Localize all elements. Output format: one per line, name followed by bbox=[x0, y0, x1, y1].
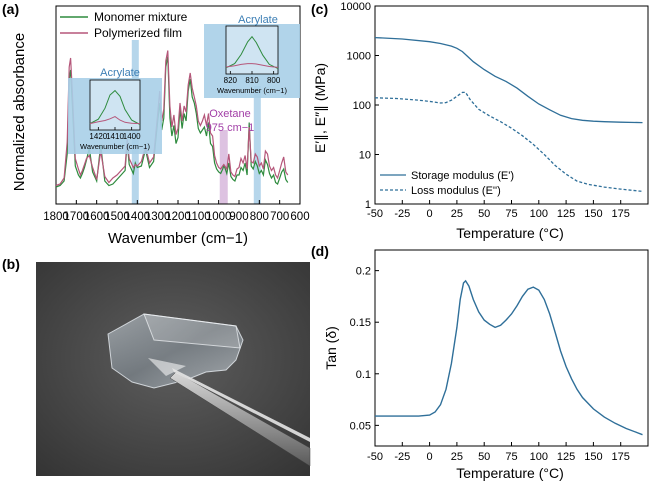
y-tick-label: 0.1 bbox=[356, 369, 371, 381]
x-tick-label: 25 bbox=[451, 451, 463, 463]
x-tick-label: 600 bbox=[290, 211, 309, 223]
film-photo bbox=[36, 262, 311, 476]
x-tick-label: 0 bbox=[427, 451, 433, 463]
film-fold bbox=[143, 313, 241, 349]
film-highlight bbox=[148, 358, 186, 376]
inset-tick-label: 1400 bbox=[123, 132, 141, 141]
y-tick-label: 10 bbox=[359, 150, 371, 162]
x-tick-label: 1300 bbox=[145, 211, 171, 223]
legend: Monomer mixture Polymerized film bbox=[60, 10, 188, 40]
y-tick-label: 0.15 bbox=[350, 317, 371, 329]
x-tick-label: 800 bbox=[250, 211, 269, 223]
storage-modulus-line bbox=[374, 36, 643, 124]
x-axis-label: Wavenumber (cm−1) bbox=[108, 230, 248, 247]
x-tick-label: 25 bbox=[451, 208, 463, 220]
y-tick-label: 0.2 bbox=[356, 266, 371, 278]
x-tick-label: 125 bbox=[557, 208, 575, 220]
legend-label: Monomer mixture bbox=[94, 10, 188, 24]
y-tick-label: 1 bbox=[365, 199, 371, 211]
tweezer bbox=[169, 371, 311, 467]
inset-x-label: Wavenumber (cm−1) bbox=[217, 86, 287, 95]
x-tick-label: 1400 bbox=[125, 211, 151, 223]
legend-label: Loss modulus (E'') bbox=[411, 185, 501, 197]
y-tick-label: 1000 bbox=[347, 51, 371, 63]
x-tick-label: 1700 bbox=[64, 211, 90, 223]
legend: Storage modulus (E') Loss modulus (E'') bbox=[380, 170, 514, 197]
inset-tick-label: 800 bbox=[267, 76, 281, 85]
inset-monomer-line bbox=[225, 35, 279, 70]
inset-monomer-line bbox=[89, 89, 141, 125]
x-tick-label: 1000 bbox=[206, 211, 232, 223]
annotation-oxetane: Oxetane bbox=[209, 108, 251, 120]
series-line-polymerized-film bbox=[55, 50, 289, 187]
inset-frame bbox=[89, 79, 141, 131]
x-tick-label: 100 bbox=[530, 208, 548, 220]
x-tick-label: -50 bbox=[367, 451, 383, 463]
x-tick-label: 50 bbox=[478, 208, 490, 220]
inset-tick-label: 1410 bbox=[106, 132, 124, 141]
modulus-chart: -50 -25 0 25 50 75 100 125 150 175 1 10 100 1000 1000… bbox=[312, 1, 649, 241]
tweezer-tip bbox=[172, 368, 310, 442]
x-tick-label: 700 bbox=[270, 211, 289, 223]
inset-tick-label: 810 bbox=[245, 76, 259, 85]
annotation-oxetane-wavenumber: 975 cm−1 bbox=[206, 122, 255, 134]
x-tick-label: 1600 bbox=[84, 211, 110, 223]
x-tick-label: -50 bbox=[367, 208, 383, 220]
inset-tick-label: 820 bbox=[224, 76, 238, 85]
x-tick-label: 1500 bbox=[104, 211, 130, 223]
x-tick-label: 0 bbox=[427, 208, 433, 220]
inset-tick-label: 1420 bbox=[89, 132, 107, 141]
legend-label: Polymerized film bbox=[94, 26, 182, 40]
x-tick-label: 1200 bbox=[165, 211, 191, 223]
x-tick-label: -25 bbox=[394, 208, 410, 220]
legend-label: Storage modulus (E') bbox=[411, 170, 514, 182]
y-tick-label: 100 bbox=[353, 100, 371, 112]
tan-delta-line bbox=[375, 279, 643, 436]
panel-label-c: (c) bbox=[311, 1, 328, 17]
x-tick-label: -25 bbox=[394, 451, 410, 463]
x-tick-label: 1800 bbox=[43, 211, 69, 223]
highlight-band-810 bbox=[253, 86, 261, 204]
x-axis-label: Temperature (°C) bbox=[456, 225, 564, 241]
x-tick-label: 125 bbox=[557, 451, 575, 463]
loss-modulus-line bbox=[374, 91, 643, 193]
x-tick-label: 100 bbox=[530, 451, 548, 463]
x-tick-label: 150 bbox=[584, 451, 602, 463]
y-axis-label: Normalized absorbance bbox=[11, 33, 28, 191]
y-axis-label: Tan (δ) bbox=[323, 326, 339, 370]
inset-polymer-line bbox=[89, 116, 141, 125]
x-tick-label: 75 bbox=[505, 451, 517, 463]
panel-label-a: (a) bbox=[2, 1, 19, 17]
tan-delta-chart: -50 -25 0 25 50 75 100 125 150 175 0.05 0.1 0.15 0.2… bbox=[323, 249, 649, 481]
x-tick-label: 150 bbox=[584, 208, 602, 220]
x-tick-label: 175 bbox=[612, 208, 630, 220]
x-tick-label: 175 bbox=[612, 451, 630, 463]
inset-polymer-line bbox=[225, 63, 279, 68]
y-axis-label: E′∥, E″∥ (MPa) bbox=[312, 63, 328, 153]
y-tick-label: 0.05 bbox=[350, 420, 371, 432]
panel-label-b: (b) bbox=[2, 256, 20, 272]
panel-label-d: (d) bbox=[311, 243, 329, 259]
x-axis-label: Temperature (°C) bbox=[456, 465, 564, 481]
annotation-acrylate-right: Acrylate bbox=[238, 14, 278, 26]
x-tick-label: 75 bbox=[505, 208, 517, 220]
annotation-acrylate-left: Acrylate bbox=[100, 67, 140, 79]
x-tick-label: 900 bbox=[229, 211, 248, 223]
x-tick-label: 1100 bbox=[186, 211, 211, 223]
inset-x-label: Wavenumber (cm−1) bbox=[80, 142, 150, 151]
x-tick-label: 50 bbox=[478, 451, 490, 463]
y-tick-label: 10000 bbox=[340, 1, 371, 13]
